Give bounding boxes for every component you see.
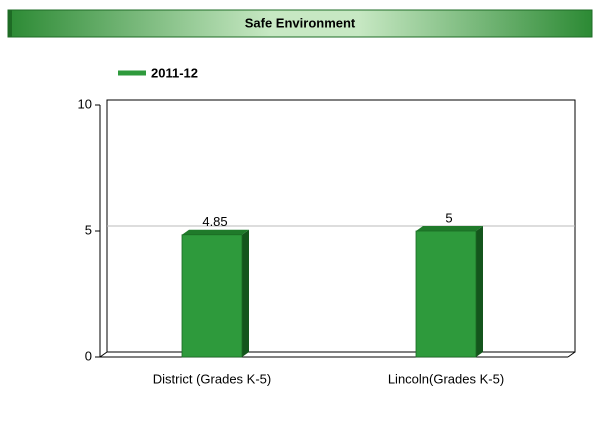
x-tick-label: District (Grades K-5) [153, 371, 271, 386]
bar-side [242, 229, 249, 357]
header-edge [8, 10, 12, 37]
bar-side [476, 226, 483, 357]
chart-title: Safe Environment [245, 15, 356, 30]
value-label: 4.85 [202, 214, 227, 229]
value-label: 5 [445, 210, 452, 225]
bar [181, 234, 243, 358]
plot-depth [99, 351, 108, 358]
bar-top [416, 226, 483, 231]
y-tick-label: 5 [85, 222, 92, 237]
bar-top [182, 229, 249, 235]
legend-label: 2011-12 [151, 65, 198, 80]
header-bar [7, 9, 593, 38]
plot-depth [567, 351, 576, 358]
x-tick-label: Lincoln(Grades K-5) [388, 371, 504, 386]
y-tick-label: 0 [85, 348, 92, 363]
y-tick-label: 10 [78, 96, 92, 111]
bar [415, 230, 477, 358]
